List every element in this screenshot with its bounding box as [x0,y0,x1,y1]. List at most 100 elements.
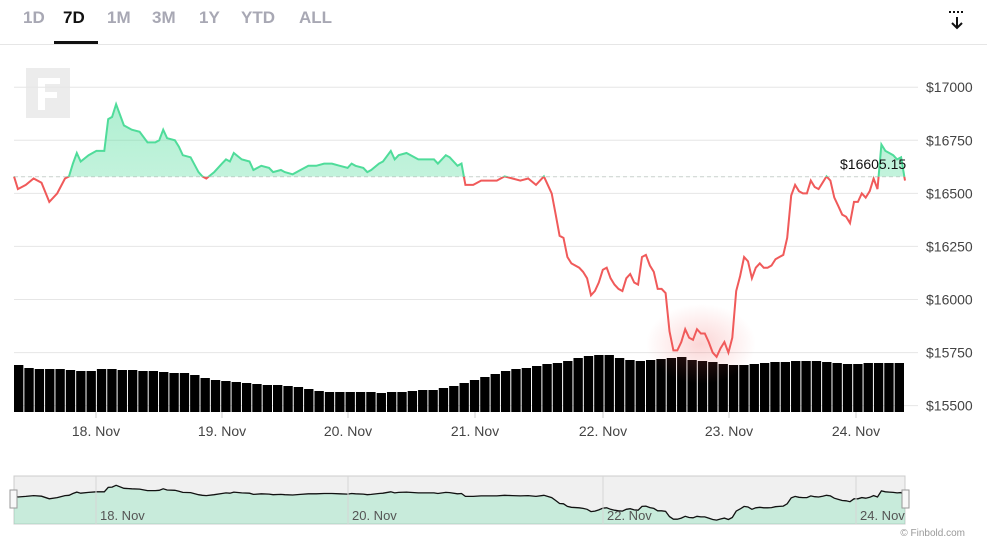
x-tick-label: 20. Nov [324,423,372,439]
volume-bar [24,368,34,412]
volume-bar [366,392,376,412]
volume-bar [252,384,262,412]
navigator-frame [13,475,906,525]
volume-bar [200,378,210,412]
volume-bar [894,363,904,412]
volume-bar [418,390,428,412]
tab-1d[interactable]: 1D [23,8,45,27]
download-icon [949,11,965,30]
volume-bar [511,369,521,412]
volume-bar [842,364,853,412]
x-tick-label: 22. Nov [579,423,627,439]
volume-bar [770,362,780,412]
volume-bar [159,372,169,412]
volume-bar [739,365,749,412]
navigator-line [13,484,906,521]
volume-bar [780,362,791,412]
volume-bar [500,371,511,412]
volume-bar [138,371,148,412]
volume-bar [594,355,604,412]
volume-bar [14,365,24,412]
y-tick-label: $16500 [926,185,973,201]
y-tick-label: $16250 [926,238,973,254]
tab-all[interactable]: ALL [299,8,333,27]
volume-bar [583,356,594,412]
x-tick-label: 18. Nov [72,423,120,439]
y-tick-label: $16750 [926,132,973,148]
x-tick-label: 23. Nov [705,423,753,439]
volume-bar [314,391,324,412]
volume-bar [573,358,583,412]
credits: © Finbold.com [900,528,965,539]
volume-bar [822,362,832,412]
y-tick-label: $17000 [926,79,973,95]
navigator-tick-label: 24. Nov [860,508,905,523]
volume-bar [273,385,283,412]
volume-bar [759,363,770,412]
volume-bar [687,360,697,412]
price-line-down [13,176,906,359]
volume-bar [355,392,366,412]
volume-bar [863,363,873,412]
volume-bar [635,361,645,412]
volume-bar [231,382,241,412]
volume-bar [490,374,500,412]
low-glow [645,304,756,385]
volume-bar [480,377,490,412]
price-line-up [13,101,906,177]
volume-bar [749,364,759,412]
volume-bar [96,369,107,412]
volume-bars [14,355,904,412]
volume-bar [428,390,438,412]
tab-1y[interactable]: 1Y [199,8,220,27]
volume-bar [324,392,335,412]
volume-bar [107,369,117,412]
volume-bar [407,391,418,412]
volume-bar [459,383,469,412]
y-tick-label: $15750 [926,345,973,361]
volume-bar [397,392,407,412]
volume-bar [55,369,65,412]
volume-bar [604,355,614,412]
volume-bar [884,363,894,412]
tab-ytd[interactable]: YTD [241,8,275,27]
tab-1m[interactable]: 1M [107,8,131,27]
y-tick-label: $15500 [926,398,973,414]
volume-bar [469,380,480,412]
download-button[interactable] [944,8,970,34]
navigator-left-handle[interactable] [9,489,18,509]
volume-bar [832,363,842,412]
volume-bar [76,371,86,412]
active-tab-underline [54,41,98,44]
volume-bar [293,387,304,412]
finbold-logo-watermark [26,68,70,118]
volume-bar [532,366,542,412]
volume-bar [386,392,397,412]
tab-3m[interactable]: 3M [152,8,176,27]
x-tick-label: 24. Nov [832,423,880,439]
navigator-right-handle[interactable] [901,489,910,509]
navigator[interactable]: 18. Nov 20. Nov 22. Nov 24. Nov [9,475,910,525]
volume-bar [801,361,811,412]
volume-bar [221,381,231,412]
volume-bar [563,361,573,412]
volume-bar [718,364,728,412]
volume-bar [304,389,314,412]
volume-bar [625,360,635,412]
x-tick-label: 19. Nov [198,423,246,439]
price-area-up [14,104,905,177]
header-divider [0,44,987,45]
volume-bar [449,386,459,412]
last-price-label: $16605.15 [840,156,906,172]
volume-bar [645,360,656,412]
volume-bar [656,359,666,412]
volume-bar [190,375,200,412]
volume-bar [335,392,345,412]
volume-bar [117,370,127,412]
volume-bar [262,385,273,412]
volume-bar [127,370,138,412]
tab-7d[interactable]: 7D [63,8,85,27]
time-range-tabs: 1D 7D 1M 3M 1Y YTD ALL [0,0,987,44]
volume-bar [34,369,45,412]
